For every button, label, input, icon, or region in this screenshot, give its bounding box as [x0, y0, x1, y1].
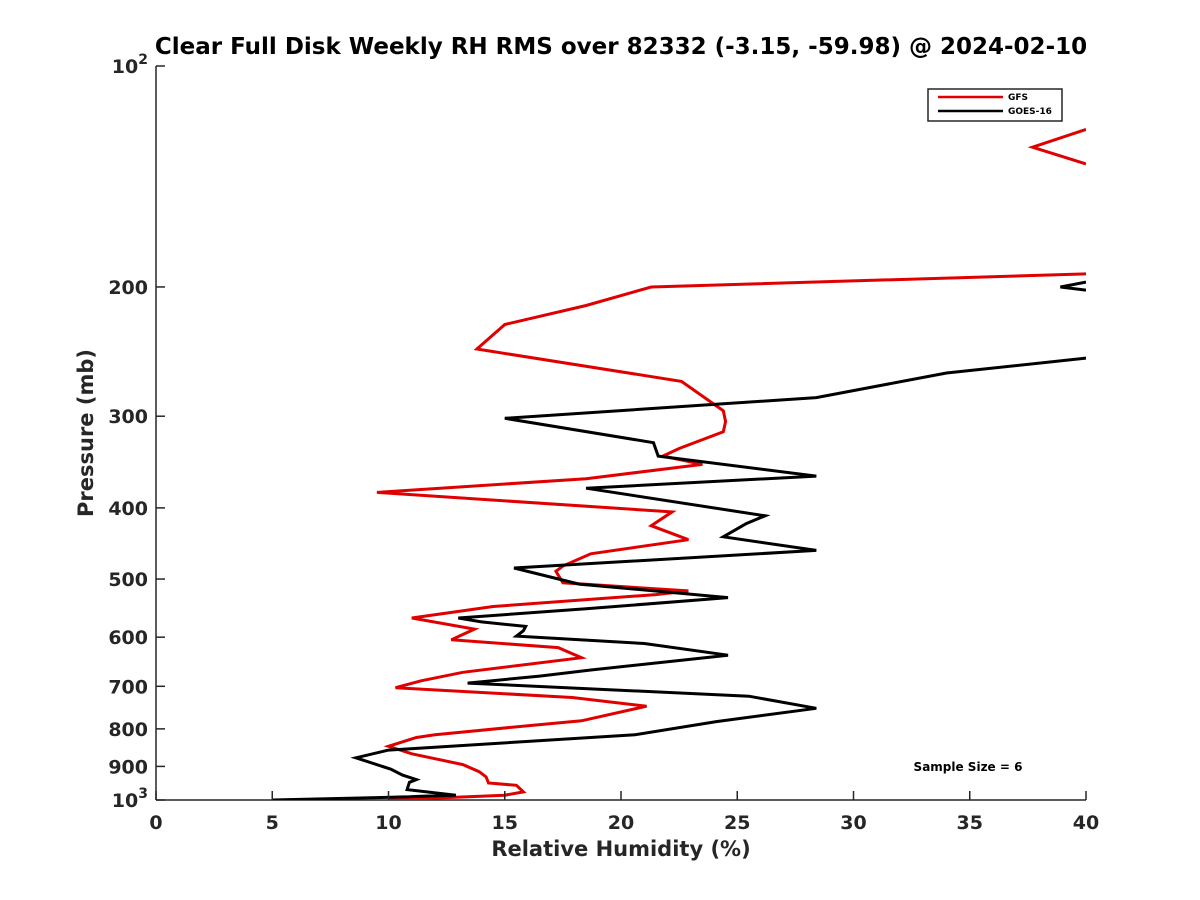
- series-layer: [272, 127, 1086, 800]
- y-tick-label: 200: [108, 277, 148, 299]
- series-line-gfs-upper: [1027, 127, 1086, 166]
- x-axis-label: Relative Humidity (%): [491, 837, 750, 861]
- y-tick-label: 900: [108, 756, 148, 778]
- y-tick-label: 102: [112, 52, 148, 78]
- legend-box: [927, 88, 1063, 122]
- y-tick-label: 800: [108, 719, 148, 741]
- y-axis-label: Pressure (mb): [74, 349, 98, 517]
- y-tick-label: 500: [108, 569, 148, 591]
- y-ticks: 102 200 300 400 500 600 700 800 900 103: [108, 52, 165, 812]
- chart-title: Clear Full Disk Weekly RH RMS over 82332…: [155, 34, 1087, 60]
- legend: GFS GOES-16: [927, 88, 1063, 122]
- y-tick-label: 300: [108, 406, 148, 428]
- y-tick-label: 700: [108, 676, 148, 698]
- x-ticks: 0 5 10 15 20 25 30 35 40: [149, 791, 1099, 834]
- x-tick-label: 35: [957, 812, 983, 834]
- y-tick-label: 600: [108, 627, 148, 649]
- legend-label-goes16: GOES-16: [1008, 107, 1052, 117]
- sample-size-annotation: Sample Size = 6: [914, 760, 1023, 774]
- y-tick-label: 400: [108, 498, 148, 520]
- x-tick-label: 15: [492, 812, 518, 834]
- x-tick-label: 30: [840, 812, 866, 834]
- series-line-gfs: [376, 272, 1086, 800]
- series-line-goes-16: [272, 356, 1086, 800]
- x-tick-label: 40: [1073, 812, 1099, 834]
- x-tick-label: 20: [608, 812, 634, 834]
- x-tick-label: 25: [724, 812, 750, 834]
- series-line-goes-16-upper: [1060, 280, 1086, 292]
- x-tick-label: 0: [149, 812, 162, 834]
- y-tick-label: 103: [112, 786, 148, 812]
- legend-label-gfs: GFS: [1008, 93, 1028, 103]
- x-tick-label: 10: [375, 812, 401, 834]
- plot-area: 0 5 10 15 20 25 30 35 40 102 200 300 400 500 600 700 80…: [108, 52, 1099, 834]
- x-tick-label: 5: [266, 812, 279, 834]
